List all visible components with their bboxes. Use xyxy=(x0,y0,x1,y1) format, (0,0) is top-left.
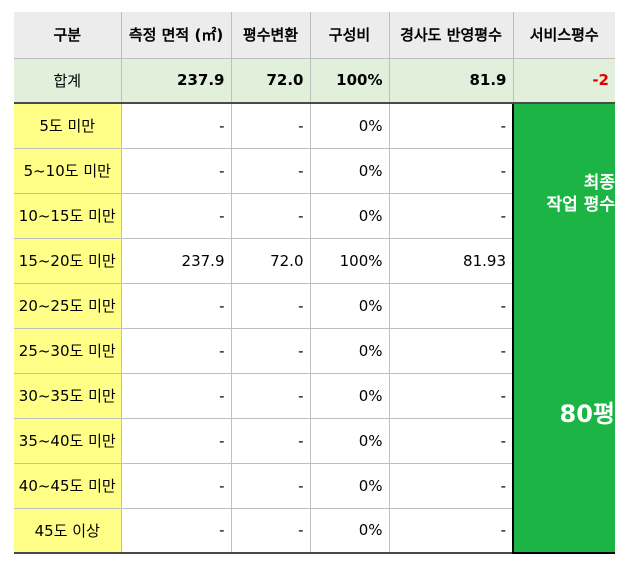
total-pyeong[interactable]: 72.0 xyxy=(231,58,311,104)
slope-pyeong-cell[interactable]: - xyxy=(389,418,514,464)
ratio-cell[interactable]: 0% xyxy=(310,373,390,419)
table-row: 35~40도 미만 - - 0% - xyxy=(14,418,615,464)
ratio-cell[interactable]: 0% xyxy=(310,463,390,509)
ratio-cell[interactable]: 0% xyxy=(310,103,390,149)
table-row: 15~20도 미만 237.9 72.0 100% 81.93 xyxy=(14,238,615,284)
area-cell[interactable]: - xyxy=(121,418,232,464)
pyeong-cell[interactable]: - xyxy=(231,148,311,194)
ratio-cell[interactable]: 0% xyxy=(310,508,390,554)
total-service-pyeong[interactable]: -2 xyxy=(513,58,615,104)
slope-pyeong-cell[interactable]: 81.93 xyxy=(389,238,514,284)
slope-pyeong-cell[interactable]: - xyxy=(389,193,514,239)
pyeong-cell[interactable]: - xyxy=(231,193,311,239)
category-cell[interactable]: 40~45도 미만 xyxy=(14,463,122,509)
total-row: 합계 237.9 72.0 100% 81.9 -2 xyxy=(14,58,615,104)
total-ratio[interactable]: 100% xyxy=(310,58,390,104)
final-value: 80평 xyxy=(559,400,615,428)
ratio-cell[interactable]: 0% xyxy=(310,148,390,194)
area-cell[interactable]: - xyxy=(121,373,232,419)
total-label[interactable]: 합계 xyxy=(14,58,122,104)
header-pyeong[interactable]: 평수변환 xyxy=(231,12,311,59)
area-cell[interactable]: - xyxy=(121,463,232,509)
table-row: 5~10도 미만 - - 0% - xyxy=(14,148,615,194)
category-cell[interactable]: 20~25도 미만 xyxy=(14,283,122,329)
area-cell[interactable]: 237.9 xyxy=(121,238,232,284)
ratio-cell[interactable]: 0% xyxy=(310,328,390,374)
area-cell[interactable]: - xyxy=(121,148,232,194)
table-row: 45도 이상 - - 0% - xyxy=(14,508,615,554)
total-slope-pyeong[interactable]: 81.9 xyxy=(389,58,514,104)
area-cell[interactable]: - xyxy=(121,103,232,149)
pyeong-cell[interactable]: - xyxy=(231,328,311,374)
pyeong-cell[interactable]: - xyxy=(231,103,311,149)
table-row: 40~45도 미만 - - 0% - xyxy=(14,463,615,509)
header-area[interactable]: 측정 면적 (㎡) xyxy=(121,12,232,59)
slope-pyeong-cell[interactable]: - xyxy=(389,103,514,149)
table-row: 5도 미만 - - 0% - 최종 작업 평수 80평 xyxy=(14,103,615,554)
category-cell[interactable]: 10~15도 미만 xyxy=(14,193,122,239)
header-service-pyeong[interactable]: 서비스평수 xyxy=(513,12,615,59)
pyeong-cell[interactable]: - xyxy=(231,418,311,464)
pyeong-cell[interactable]: - xyxy=(231,283,311,329)
category-cell[interactable]: 5도 미만 xyxy=(14,103,122,149)
ratio-cell[interactable]: 100% xyxy=(310,238,390,284)
area-cell[interactable]: - xyxy=(121,193,232,239)
category-cell[interactable]: 15~20도 미만 xyxy=(14,238,122,284)
slope-pyeong-cell[interactable]: - xyxy=(389,508,514,554)
header-ratio[interactable]: 구성비 xyxy=(310,12,390,59)
slope-pyeong-cell[interactable]: - xyxy=(389,148,514,194)
table-row: 20~25도 미만 - - 0% - xyxy=(14,283,615,329)
slope-area-table: 구분 측정 면적 (㎡) 평수변환 구성비 경사도 반영평수 서비스평수 합계 … xyxy=(14,12,615,554)
area-cell[interactable]: - xyxy=(121,508,232,554)
table-row: 10~15도 미만 - - 0% - xyxy=(14,193,615,239)
category-cell[interactable]: 5~10도 미만 xyxy=(14,148,122,194)
category-cell[interactable]: 25~30도 미만 xyxy=(14,328,122,374)
header-row: 구분 측정 면적 (㎡) 평수변환 구성비 경사도 반영평수 서비스평수 xyxy=(14,12,615,59)
header-category[interactable]: 구분 xyxy=(14,12,122,59)
final-label: 최종 작업 평수 xyxy=(514,172,615,216)
ratio-cell[interactable]: 0% xyxy=(310,283,390,329)
category-cell[interactable]: 30~35도 미만 xyxy=(14,373,122,419)
final-work-pyeong-cell[interactable]: 최종 작업 평수 80평 xyxy=(513,103,615,554)
final-label-line1: 최종 xyxy=(583,173,615,193)
slope-pyeong-cell[interactable]: - xyxy=(389,373,514,419)
area-cell[interactable]: - xyxy=(121,283,232,329)
slope-pyeong-cell[interactable]: - xyxy=(389,328,514,374)
header-slope-pyeong[interactable]: 경사도 반영평수 xyxy=(389,12,514,59)
area-cell[interactable]: - xyxy=(121,328,232,374)
pyeong-cell[interactable]: - xyxy=(231,373,311,419)
pyeong-cell[interactable]: 72.0 xyxy=(231,238,311,284)
category-cell[interactable]: 35~40도 미만 xyxy=(14,418,122,464)
category-cell[interactable]: 45도 이상 xyxy=(14,508,122,554)
slope-pyeong-cell[interactable]: - xyxy=(389,283,514,329)
final-label-line2: 작업 평수 xyxy=(546,195,615,215)
total-area[interactable]: 237.9 xyxy=(121,58,232,104)
table-row: 30~35도 미만 - - 0% - xyxy=(14,373,615,419)
ratio-cell[interactable]: 0% xyxy=(310,418,390,464)
table-row: 25~30도 미만 - - 0% - xyxy=(14,328,615,374)
slope-pyeong-cell[interactable]: - xyxy=(389,463,514,509)
pyeong-cell[interactable]: - xyxy=(231,463,311,509)
ratio-cell[interactable]: 0% xyxy=(310,193,390,239)
pyeong-cell[interactable]: - xyxy=(231,508,311,554)
